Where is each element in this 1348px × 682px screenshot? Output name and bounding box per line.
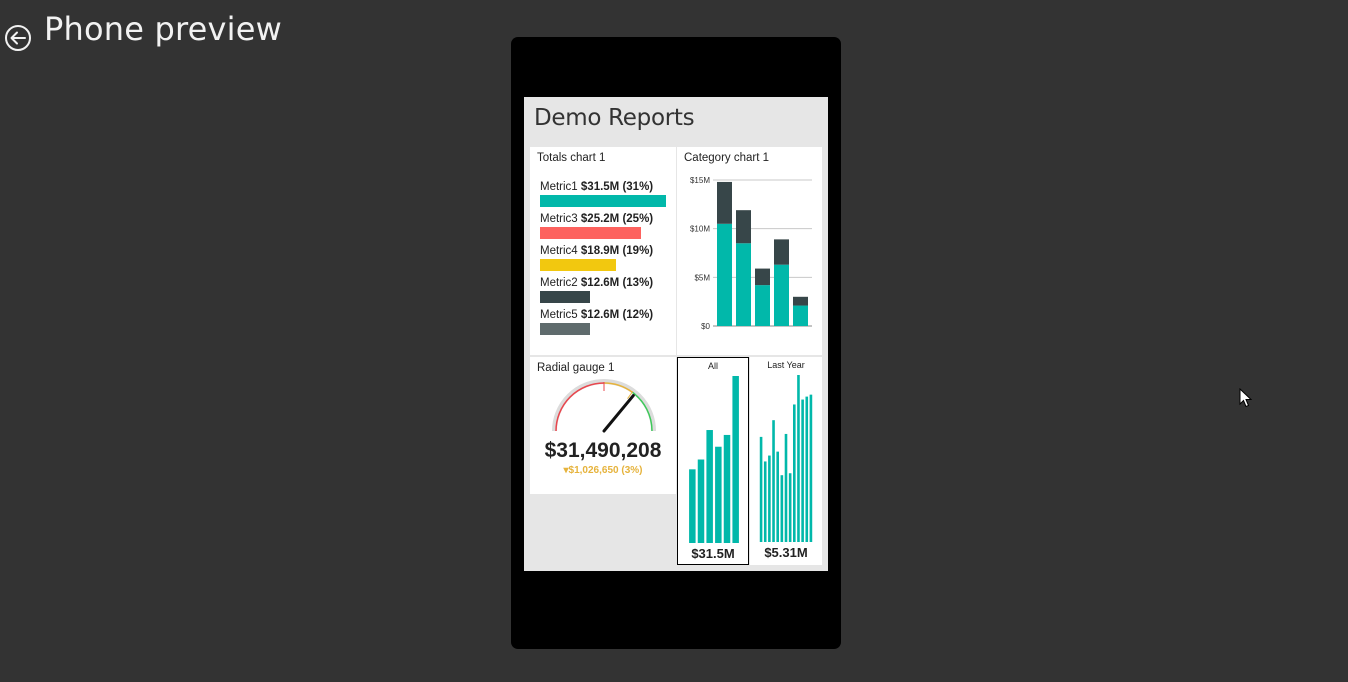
category-bar-segment <box>793 296 808 306</box>
metric-value: $12.6M (12%) <box>580 309 654 321</box>
kpi-last-year-value: $5.31M <box>764 545 808 560</box>
kpi-bar <box>732 376 739 543</box>
metric-name: Metric5 <box>540 309 578 321</box>
metric-name: Metric4 <box>540 245 578 257</box>
metric-row-label: Metric5 $12.6M (12%) <box>540 309 653 321</box>
kpi-bar <box>788 473 792 542</box>
gauge-value: $31,490,208 <box>544 439 662 462</box>
y-tick-label: $10M <box>690 225 710 234</box>
metric-bar <box>540 323 591 335</box>
kpi-bar <box>763 461 767 542</box>
radial-gauge-title: Radial gauge 1 <box>537 362 615 374</box>
gauge-red-zone <box>555 382 605 432</box>
category-bar-segment <box>774 239 789 265</box>
kpi-last-year-tile[interactable]: Last Year $5.31M <box>750 357 822 565</box>
mouse-cursor-icon <box>1239 388 1253 408</box>
kpi-bar <box>772 420 775 542</box>
kpi-bar <box>809 394 813 542</box>
kpi-all-label: All <box>707 361 718 371</box>
metric-name: Metric2 <box>540 277 578 289</box>
radial-gauge-tile[interactable]: Radial gauge 1 $31,490,208 ▾$1,026,650 (… <box>530 357 676 494</box>
kpi-bar <box>784 433 788 542</box>
gauge-green-zone <box>631 391 653 432</box>
totals-chart-tile[interactable]: Totals chart 1 Metric1 $31.5M (31%) Metri… <box>530 147 676 355</box>
metric-value: $25.2M (25%) <box>580 213 654 225</box>
category-bar-segment <box>717 223 732 326</box>
kpi-last-year-bar-chart <box>759 375 813 542</box>
category-bar-segment <box>793 305 808 326</box>
back-arrow-circle-icon[interactable] <box>4 24 32 52</box>
gauge-tick <box>627 391 634 399</box>
category-bar-segment <box>755 268 770 286</box>
metric-value: $12.6M (13%) <box>580 277 654 289</box>
y-tick-label: $0 <box>701 322 710 331</box>
category-bar-chart: $0 $5M $10M $15M <box>690 176 812 331</box>
category-bar-segment <box>736 243 751 326</box>
kpi-bar <box>689 469 696 543</box>
kpi-last-year-label: Last Year <box>767 360 805 370</box>
y-tick-label: $15M <box>690 176 710 185</box>
metric-name: Metric3 <box>540 213 578 225</box>
metric-bar <box>540 195 666 207</box>
phone-frame: Demo Reports Totals chart 1 Metric1 $31.… <box>511 37 841 649</box>
kpi-bar <box>780 475 784 542</box>
gauge-needle <box>602 394 635 433</box>
category-bar-segment <box>736 210 751 244</box>
kpi-all-bar-chart <box>689 376 739 543</box>
kpi-bar <box>805 396 809 542</box>
kpi-bar <box>697 459 705 543</box>
kpi-bar <box>723 434 731 543</box>
metric-row-label: Metric3 $25.2M (25%) <box>540 213 653 225</box>
metric-row-label: Metric4 $18.9M (19%) <box>540 245 653 257</box>
y-tick-label: $5M <box>694 273 710 282</box>
phone-screen: Demo Reports Totals chart 1 Metric1 $31.… <box>524 97 828 571</box>
kpi-bar <box>797 375 800 542</box>
gauge-delta: ▾$1,026,650 (3%) <box>563 465 643 476</box>
kpi-bar <box>715 446 722 543</box>
category-chart-tile[interactable]: Category chart 1 $0 $5M $10M $15M <box>677 147 822 355</box>
kpi-bar <box>706 430 713 543</box>
category-bar-segment <box>755 285 770 326</box>
metric-value: $31.5M (31%) <box>580 181 654 193</box>
radial-gauge <box>552 379 656 433</box>
metric-row-label: Metric1 $31.5M (31%) <box>540 181 653 193</box>
kpi-bar <box>776 451 779 542</box>
metric-bar <box>540 259 616 271</box>
metric-name: Metric1 <box>540 181 578 193</box>
category-chart-title: Category chart 1 <box>684 152 770 164</box>
page-title: Phone preview <box>44 10 283 48</box>
kpi-bar <box>801 399 804 542</box>
category-bar-segment <box>717 181 732 224</box>
report-title: Demo Reports <box>534 105 695 131</box>
kpi-bar <box>768 455 771 542</box>
kpi-bar <box>793 404 796 542</box>
kpi-all-tile[interactable]: All $31.5M <box>677 357 749 565</box>
totals-chart-title: Totals chart 1 <box>537 152 606 164</box>
kpi-bar <box>759 436 763 542</box>
metric-row-label: Metric2 $12.6M (13%) <box>540 277 653 289</box>
metric-value: $18.9M (19%) <box>580 245 654 257</box>
top-bar: Phone preview <box>0 0 400 60</box>
category-bar-segment <box>774 264 789 326</box>
kpi-all-value: $31.5M <box>691 546 735 561</box>
metric-bar <box>540 291 591 303</box>
metric-bar <box>540 227 641 239</box>
gauge-yellow-zone <box>603 382 633 393</box>
